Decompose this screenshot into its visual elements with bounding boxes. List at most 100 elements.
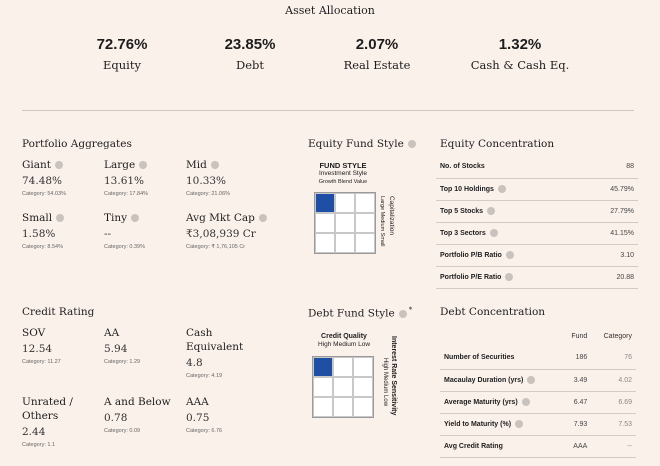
metric-category: Category: 6.76 (186, 428, 223, 434)
style-cell (335, 193, 355, 213)
metric-category: Category: 11.27 (22, 359, 61, 365)
style-columns-label: Growth Blend Value (318, 179, 368, 185)
info-icon[interactable] (505, 251, 514, 259)
metric-label: AA (104, 327, 120, 339)
row-label: Top 3 Sectors (440, 229, 486, 237)
metric-mid: Mid 10.33% Category: 21.06% (186, 158, 286, 197)
portfolio-aggregates-title: Portfolio Aggregates (22, 138, 132, 150)
equity-style-grid (314, 192, 376, 254)
row-value: 41.15% (581, 222, 638, 245)
info-icon[interactable] (56, 214, 65, 222)
row-label: Average Maturity (yrs) (444, 398, 518, 406)
credit-a-and-below: A and Below 0.78 Category: 0.09 (104, 395, 184, 434)
asset-allocation-title: Asset Allocation (285, 4, 375, 17)
metric-value: 74.48% (22, 175, 63, 187)
credit-aaa: AAA 0.75 Category: 6.76 (186, 395, 266, 434)
metric-label: Unrated / Others (22, 396, 73, 422)
credit-unrated-others: Unrated / Others 2.44 Category: 1.1 (22, 395, 84, 448)
style-cell (313, 397, 333, 417)
debt-concentration-table: Fund Category Number of Securities 186 76 M… (440, 325, 636, 458)
metric-large: Large 13.61% Category: 17.84% (104, 158, 184, 197)
fund-style-header: FUND STYLE Investment Style Growth Blend… (312, 162, 374, 186)
info-icon[interactable] (505, 273, 514, 281)
row-fund: 3.49 (561, 369, 592, 392)
table-row: Top 3 Sectors 41.15% (436, 222, 638, 245)
metric-label: A and Below (104, 396, 171, 408)
style-cell (315, 233, 335, 253)
sensitivity-rows-label: High Medium Low (382, 358, 388, 407)
info-icon[interactable] (497, 185, 506, 193)
info-icon[interactable] (55, 161, 63, 169)
metric-category: Category: 0.09 (104, 428, 141, 434)
credit-quality-title: Credit Quality (321, 333, 367, 340)
allocation-pct: 1.32% (498, 36, 542, 53)
divider (22, 110, 634, 111)
style-cell (335, 213, 355, 233)
row-category: 76 (591, 347, 636, 370)
allocation-real-estate: 2.07% Real Estate (317, 36, 437, 72)
row-value: 3.10 (581, 244, 638, 267)
metric-value: 0.75 (186, 412, 210, 424)
row-value: 88 (581, 156, 638, 179)
table-row: Macaulay Duration (yrs) 3.49 4.02 (440, 369, 636, 392)
row-fund: 7.93 (561, 413, 592, 436)
info-icon[interactable] (521, 398, 530, 406)
section-label: Debt Fund Style (308, 307, 395, 320)
footnote-asterisk: * (408, 306, 413, 314)
allocation-pct: 23.85% (224, 36, 276, 53)
allocation-label: Equity (103, 58, 141, 72)
row-fund: AAA (561, 435, 592, 458)
info-icon[interactable] (398, 309, 407, 318)
row-label: Top 5 Stocks (440, 207, 484, 215)
metric-value: 13.61% (104, 175, 145, 187)
interest-rate-sensitivity-label: Interest Rate Sensitivity (390, 336, 397, 416)
row-category: 7.53 (591, 413, 636, 436)
info-icon[interactable] (489, 229, 498, 237)
row-value: 45.79% (581, 178, 638, 201)
info-icon[interactable] (527, 376, 536, 384)
table-row: Number of Securities 186 76 (440, 347, 636, 370)
metric-category: Category: 54.03% (22, 191, 67, 197)
table-row: No. of Stocks 88 (436, 156, 638, 179)
info-icon[interactable] (210, 161, 219, 169)
table-row: Yield to Maturity (%) 7.93 7.53 (440, 413, 636, 436)
info-icon[interactable] (131, 214, 140, 222)
row-fund: 6.47 (561, 391, 592, 414)
allocation-equity: 72.76% Equity (62, 36, 182, 72)
row-label: Portfolio P/E Ratio (440, 273, 502, 281)
metric-category: Category: 0.39% (104, 244, 145, 250)
metric-value: 4.8 (186, 357, 203, 369)
row-fund: 186 (561, 347, 592, 370)
info-icon[interactable] (407, 140, 416, 148)
metric-label: Tiny (104, 212, 128, 224)
metric-label: Small (22, 212, 53, 224)
info-icon[interactable] (515, 420, 524, 428)
metric-small: Small 1.58% Category: 8.54% (22, 211, 102, 250)
info-icon[interactable] (487, 207, 496, 215)
allocation-label: Real Estate (343, 58, 411, 72)
style-cell (355, 213, 375, 233)
metric-label: Cash Equivalent (186, 327, 244, 353)
row-value: 20.88 (581, 266, 638, 289)
style-cell (313, 377, 333, 397)
fund-style-box-title: FUND STYLE (319, 161, 367, 170)
allocation-label: Cash & Cash Eq. (470, 58, 570, 72)
info-icon[interactable] (258, 214, 267, 222)
metric-label: SOV (22, 327, 46, 339)
style-cell (353, 377, 373, 397)
equity-fund-style-title: Equity Fund Style (308, 138, 416, 150)
metric-label: Mid (186, 159, 207, 171)
row-category: 4.02 (591, 369, 636, 392)
row-label: Avg Credit Rating (440, 435, 562, 458)
credit-quality-columns: High Medium Low (317, 341, 371, 348)
style-cell (333, 357, 353, 377)
metric-category: Category: 17.84% (104, 191, 149, 197)
allocation-cash: 1.32% Cash & Cash Eq. (460, 36, 580, 72)
row-label: Portfolio P/B Ratio (440, 251, 502, 259)
table-header-row: Fund Category (440, 325, 636, 347)
info-icon[interactable] (139, 161, 148, 169)
row-category: -- (591, 435, 636, 458)
style-cell (333, 377, 353, 397)
metric-value: 2.44 (22, 426, 46, 438)
equity-concentration-table: No. of Stocks 88 Top 10 Holdings 45.79% To… (436, 156, 638, 289)
